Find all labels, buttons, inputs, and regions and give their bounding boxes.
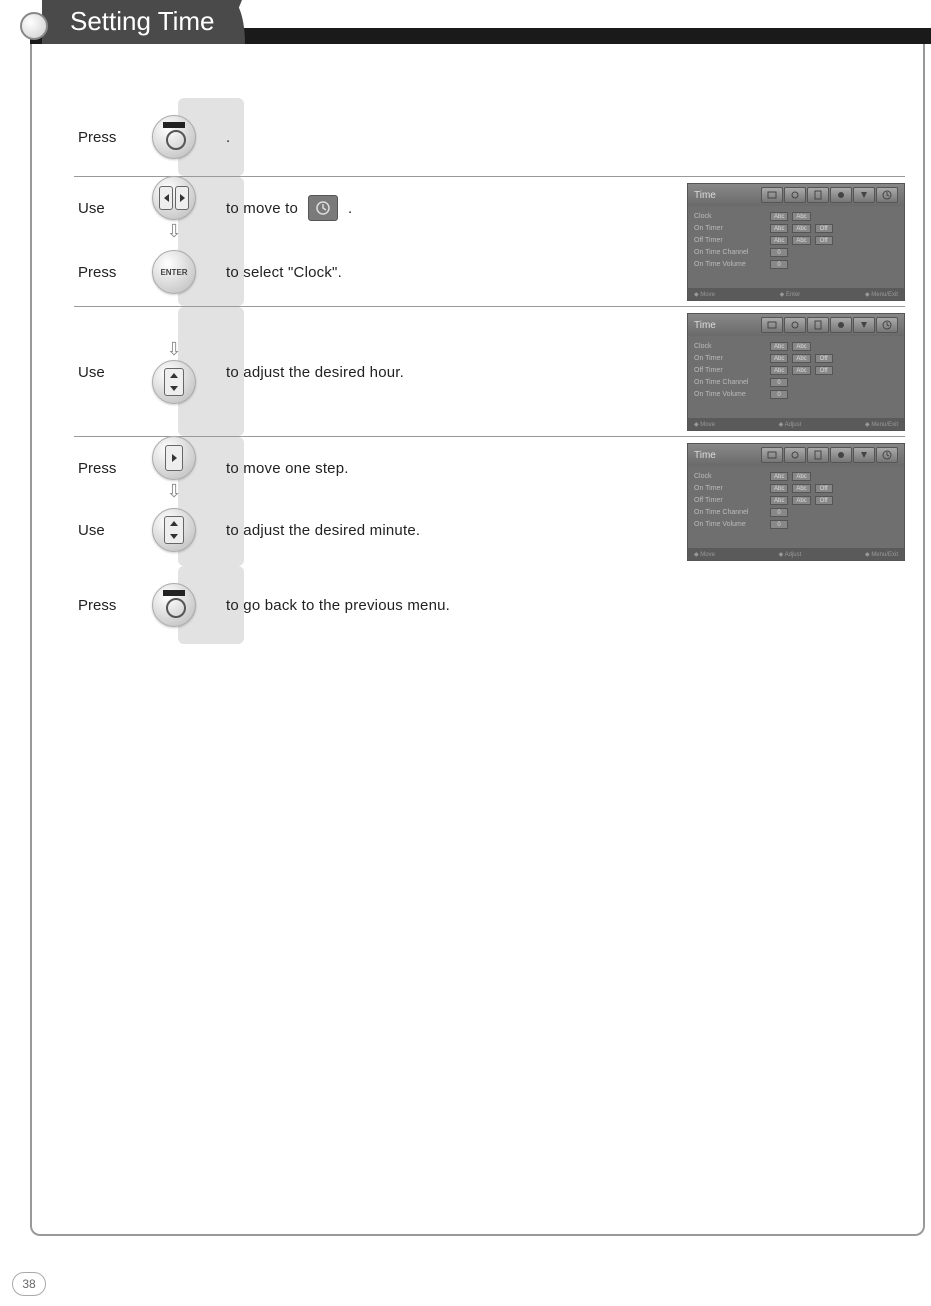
step-4: Time ClockAbcAbc On TimerAbcAbcOff Off T… [74, 436, 905, 566]
step-action: Press [74, 460, 134, 477]
step-5: Press to go back to the previous menu. [74, 566, 905, 644]
step-action: Press [74, 264, 134, 281]
step-action: Use [74, 364, 134, 381]
step-action: Press [74, 597, 134, 614]
enter-button-icon: ENTER [152, 250, 196, 294]
step-desc: to adjust the desired hour. [214, 364, 905, 381]
step-desc: to move to . [214, 195, 905, 221]
page-title: Setting Time [42, 0, 245, 44]
step-action: Use [74, 200, 134, 217]
header-slope [224, 0, 242, 44]
step-desc: to adjust the desired minute. [214, 522, 905, 539]
step-3: Time ClockAbcAbc On TimerAbcAbcOff Off T… [74, 306, 905, 436]
step-2: Time ClockAbcAbc On TimerAbcAbcOff Off T… [74, 176, 905, 306]
step-desc: to move one step. [214, 460, 905, 477]
clock-menu-icon [308, 195, 338, 221]
step-1: Press . [74, 98, 905, 176]
content-frame: Press . Time [30, 44, 925, 1236]
page-header: Setting Time [0, 0, 931, 48]
down-arrow-icon: ⇩ [165, 222, 183, 240]
step-desc: . [214, 129, 905, 146]
down-arrow-icon: ⇩ [165, 482, 183, 500]
step-desc: to go back to the previous menu. [214, 597, 905, 614]
step-desc-pre: to move to [226, 200, 298, 217]
down-arrow-icon: ⇩ [165, 340, 183, 358]
step-action: Use [74, 522, 134, 539]
menu-button-icon [152, 115, 196, 159]
up-down-button-icon [152, 508, 196, 552]
steps-list: Press . Time [74, 98, 905, 644]
right-button-icon [152, 436, 196, 480]
left-right-button-icon [152, 176, 196, 220]
menu-button-icon [152, 583, 196, 627]
up-down-button-icon [152, 360, 196, 404]
step-desc: to select "Clock". [214, 264, 905, 281]
page-number: 38 [12, 1272, 46, 1296]
step-action: Press [74, 129, 134, 146]
header-bullet-icon [20, 12, 48, 40]
step-desc-post: . [348, 200, 352, 217]
